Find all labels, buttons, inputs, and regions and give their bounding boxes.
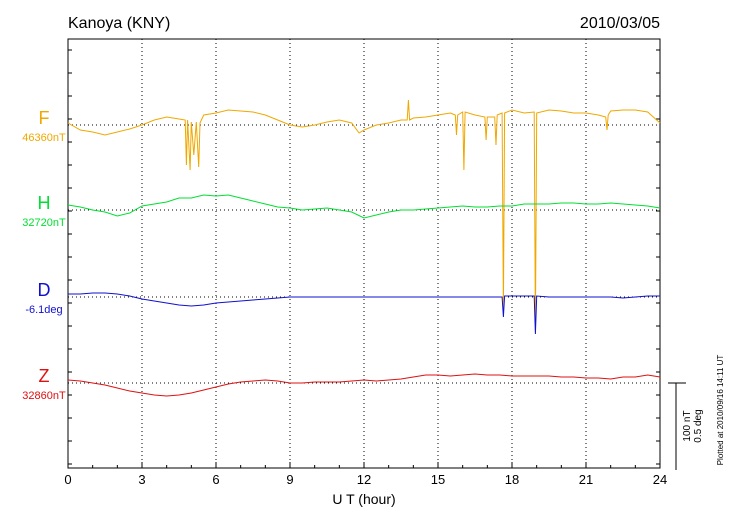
x-axis: 0 3 6 9 12 15 18 21 24 [64, 49, 667, 487]
series-line-z [67, 373, 661, 397]
series-baseline-h: 32720nT [22, 217, 66, 229]
x-tick-label: 6 [212, 472, 219, 487]
x-tick-label: 18 [505, 472, 519, 487]
x-tick-label: 24 [653, 472, 667, 487]
grid [68, 39, 660, 468]
scale-bar-nt-label: 100 nT [682, 410, 693, 441]
series-name-z: Z [39, 366, 50, 386]
x-axis-title: U T (hour) [332, 491, 395, 507]
series-baseline-z: 32860nT [22, 390, 66, 402]
x-tick-label: 0 [64, 472, 71, 487]
series-line-h [67, 194, 661, 219]
series-line-d [68, 292, 660, 335]
series-name-h: H [38, 193, 51, 213]
series-line-f [67, 99, 661, 331]
series-name-f: F [39, 108, 50, 128]
station-title: Kanoya (KNY) [68, 15, 170, 32]
scale-bar-deg-label: 0.5 deg [693, 409, 704, 442]
series-name-d: D [38, 280, 51, 300]
x-tick-label: 12 [357, 472, 371, 487]
plotted-note: Plotted at 2010/09/16 14:11 UT [716, 355, 725, 466]
date-label: 2010/03/05 [580, 15, 660, 32]
x-tick-label: 3 [138, 472, 145, 487]
x-tick-label: 15 [431, 472, 445, 487]
series-baseline-d: -6.1deg [25, 304, 62, 316]
x-tick-label: 21 [579, 472, 593, 487]
series-group [67, 99, 661, 397]
series-baseline-f: 46360nT [22, 132, 66, 144]
scale-bar: 100 nT 0.5 deg [668, 382, 704, 470]
series-labels: F 46360nT H 32720nT D -6.1deg Z 32860nT [22, 108, 66, 402]
x-tick-label: 9 [286, 472, 293, 487]
